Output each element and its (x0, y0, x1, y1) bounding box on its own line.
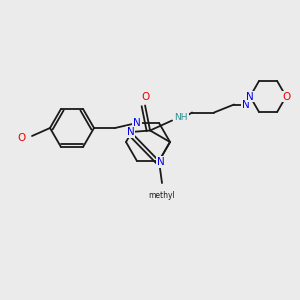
Text: methyl: methyl (148, 191, 176, 200)
Text: O: O (141, 92, 149, 103)
Text: N: N (157, 157, 165, 167)
Text: N: N (133, 118, 141, 128)
Text: N: N (246, 92, 254, 101)
Text: O: O (282, 92, 290, 101)
Text: NH: NH (174, 113, 188, 122)
Text: N: N (127, 127, 135, 137)
Text: O: O (18, 133, 26, 143)
Text: N: N (242, 100, 250, 110)
